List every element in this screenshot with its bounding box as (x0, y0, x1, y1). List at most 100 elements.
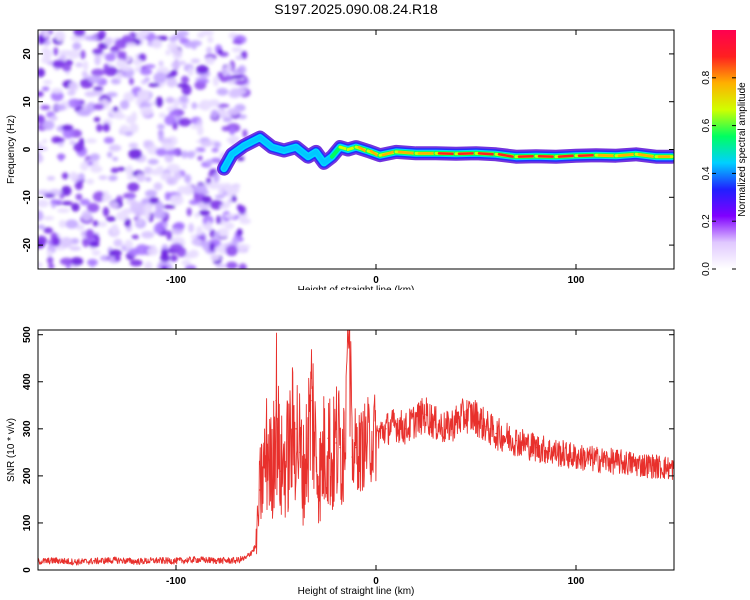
noise-blob (40, 104, 51, 110)
noise-blob (43, 227, 53, 234)
noise-blob (166, 177, 178, 186)
noise-blob (143, 203, 153, 214)
noise-blob (222, 117, 233, 123)
noise-blob (67, 89, 76, 96)
noise-blob (38, 146, 48, 152)
noise-blob (62, 128, 75, 139)
snr-point (555, 451, 557, 453)
noise-blob (165, 97, 176, 104)
snr-point (359, 451, 361, 453)
noise-blob (224, 213, 236, 219)
noise-blob (193, 184, 208, 194)
noise-blob (38, 153, 44, 164)
noise-blob (47, 61, 53, 66)
ridge-core (369, 149, 379, 157)
noise-blob (131, 234, 140, 240)
noise-blob (58, 153, 64, 162)
chart-title: S197.2025.090.08.24.R18 (274, 1, 438, 17)
snr-point (635, 463, 637, 465)
noise-blob (73, 142, 85, 152)
x-tick-label: 0 (373, 275, 379, 286)
noise-blob (109, 249, 122, 257)
snr-point (307, 437, 309, 439)
x-axis-label: Height of straight line (km) (298, 285, 415, 290)
snr-point (275, 399, 277, 402)
noise-blob (42, 120, 55, 131)
noise-blob (46, 256, 54, 265)
noise-blob (92, 220, 99, 227)
snr-point (375, 435, 377, 437)
noise-blob (184, 174, 192, 184)
colorbar-tick-label: 0.8 (701, 70, 712, 84)
snr-point (385, 428, 387, 430)
snr-point (455, 421, 457, 423)
noise-blob (55, 30, 66, 42)
y-tick-label: -10 (22, 190, 33, 205)
colorbar-tick-label: 0.4 (701, 166, 712, 180)
noise-blob (217, 227, 229, 238)
noise-blob (75, 193, 83, 201)
snr-point (405, 428, 407, 430)
noise-blob (153, 72, 167, 84)
noise-blob (108, 174, 118, 182)
snr-point (331, 465, 333, 468)
ridge-core (397, 150, 415, 155)
noise-blob (98, 175, 108, 180)
noise-blob (119, 99, 130, 110)
snr-line (38, 330, 674, 566)
noise-blob (93, 86, 104, 91)
noise-blob (38, 91, 44, 98)
noise-blob (108, 144, 122, 152)
noise-blob (164, 152, 174, 163)
noise-blob (231, 195, 237, 203)
noise-blob (184, 264, 197, 269)
noise-blob (229, 135, 240, 143)
noise-blob (166, 163, 181, 174)
noise-blob (170, 243, 183, 252)
snr-point (615, 461, 617, 463)
snr-point (175, 560, 177, 562)
noise-blob (198, 209, 211, 216)
noise-blob (110, 167, 119, 174)
snr-point (435, 423, 437, 425)
snr-point (355, 447, 357, 449)
noise-blob (136, 173, 146, 183)
snr-point (255, 545, 257, 548)
noise-blob (170, 194, 184, 206)
noise-blob (69, 139, 76, 146)
noise-blob (229, 126, 235, 136)
noise-blob (38, 224, 46, 230)
noise-blob (116, 71, 123, 81)
noise-blob (217, 49, 223, 55)
noise-blob (236, 244, 247, 254)
noise-blob (87, 258, 98, 267)
snr-point (425, 414, 427, 416)
noise-blob (93, 116, 101, 123)
x-tick-label: -100 (166, 576, 186, 587)
snr-point (655, 465, 657, 468)
noise-blob (172, 48, 183, 60)
noise-blob (210, 109, 219, 119)
noise-blob (225, 261, 238, 269)
x-tick-label: -100 (166, 275, 186, 286)
snr-point (259, 489, 261, 491)
noise-blob (38, 114, 46, 125)
noise-blob (59, 237, 73, 248)
noise-blob (145, 176, 152, 182)
snr-point (595, 458, 597, 461)
noise-blob (188, 223, 195, 233)
noise-blob (54, 104, 66, 112)
noise-blob (61, 172, 69, 180)
noise-blob (169, 254, 178, 262)
noise-blob (188, 249, 199, 258)
snr-point (415, 418, 417, 421)
noise-blob (196, 64, 209, 74)
noise-blob (91, 68, 105, 77)
noise-blob (103, 63, 110, 73)
noise-blob (225, 245, 238, 257)
ridge-segment (314, 149, 326, 165)
noise-region (38, 30, 252, 269)
noise-blob (42, 138, 48, 144)
noise-blob (88, 75, 102, 84)
